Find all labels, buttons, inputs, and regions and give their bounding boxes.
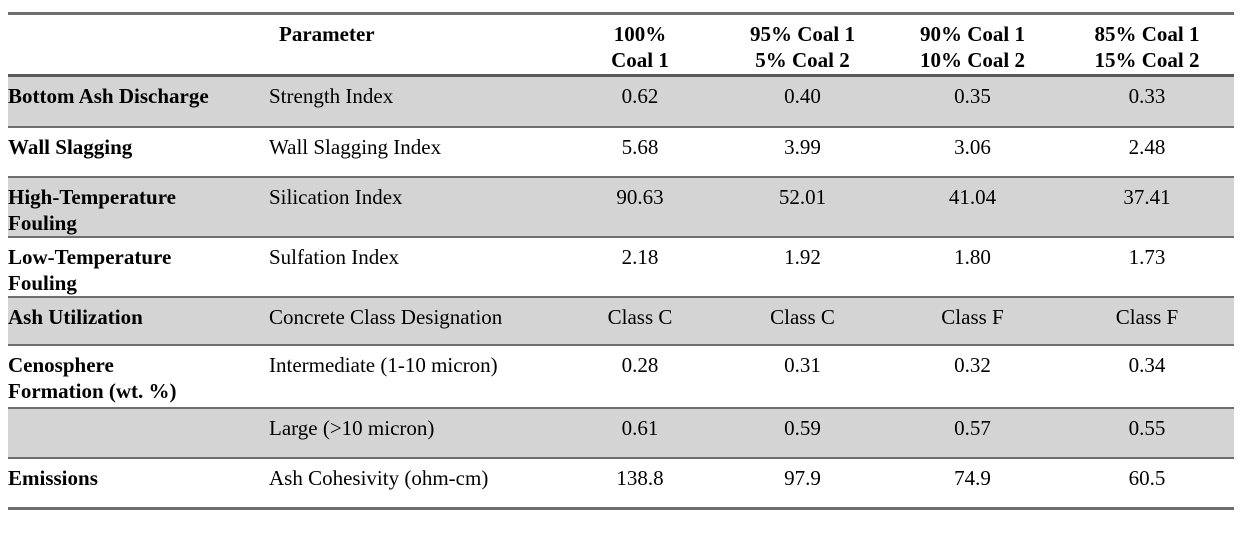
parameter-cell: Concrete Class Designation [269,304,503,329]
value-cell: 0.31 [784,352,821,377]
parameter-cell: Silication Index [269,184,403,209]
parameter-cell: Strength Index [269,84,394,108]
header-row: Parameter 100% Coal 1 95% Coal 1 5% Coal… [8,13,1234,76]
parameter-column-header: Parameter [279,22,375,46]
value-cell: Class C [607,304,673,329]
value-cell: Class F [941,304,1004,329]
value-cell: 3.99 [784,134,821,159]
value-cell: 0.34 [1128,352,1166,377]
coal-blend-parameter-table: Parameter 100% Coal 1 95% Coal 1 5% Coal… [8,12,1234,510]
blend-column-header-95-5: 95% Coal 1 5% Coal 2 [750,22,855,72]
value-cell: 3.06 [954,134,991,159]
value-cell: 0.35 [954,84,991,108]
value-cell: 0.55 [1128,415,1166,440]
value-cell: 0.57 [954,415,991,440]
table-row-cenosphere-intermediate: Cenosphere Formation (wt. %) Intermediat… [8,345,1234,408]
value-cell: 0.61 [621,415,659,440]
value-cell: 138.8 [616,465,664,490]
value-cell: Class C [770,304,835,329]
table-row-cenosphere-large: Large (>10 micron) 0.61 0.59 0.57 0.55 [8,407,1234,458]
category-cell: Ash Utilization [8,304,143,329]
table-row-wall-slagging: Wall Slagging Wall Slagging Index 5.68 3… [8,127,1234,177]
blend-column-header-90-10: 90% Coal 1 10% Coal 2 [920,22,1025,72]
value-cell: 2.18 [621,244,659,269]
value-cell: 0.40 [784,84,821,108]
category-cell: Cenosphere Formation (wt. %) [8,352,177,403]
value-cell: 1.73 [1128,244,1166,269]
value-cell: 5.68 [621,134,659,159]
value-cell: 0.28 [621,352,659,377]
value-cell: 74.9 [954,465,991,490]
parameter-cell: Intermediate (1-10 micron) [269,352,498,377]
category-cell [8,408,265,458]
category-cell: High-Temperature Fouling [8,184,176,235]
value-cell: 1.80 [954,244,991,269]
value-cell: 90.63 [616,184,664,209]
table-row-bottom-ash-discharge: Bottom Ash Discharge Strength Index 0.62… [8,75,1234,127]
value-cell: 0.32 [954,352,991,377]
parameter-cell: Wall Slagging Index [269,134,442,159]
table-row-ash-utilization: Ash Utilization Concrete Class Designati… [8,296,1234,345]
parameter-cell: Sulfation Index [269,244,400,269]
value-cell: 41.04 [948,184,997,209]
value-cell: 60.5 [1128,465,1166,490]
value-cell: 52.01 [778,184,827,209]
blend-column-header-100: 100% Coal 1 [611,22,669,72]
table-row-high-temperature-fouling: High-Temperature Fouling Silication Inde… [8,176,1234,237]
category-cell: Bottom Ash Discharge [8,84,209,108]
category-column-header [8,14,265,76]
value-cell: 0.59 [784,415,821,440]
value-cell: 97.9 [784,465,821,490]
value-cell: 37.41 [1123,184,1171,209]
value-cell: Class F [1115,304,1179,329]
value-cell: 0.62 [621,84,659,108]
table-row-emissions: Emissions Ash Cohesivity (ohm-cm) 138.8 … [8,458,1234,509]
blend-column-header-85-15: 85% Coal 1 15% Coal 2 [1094,22,1200,72]
parameter-cell: Large (>10 micron) [269,415,435,440]
parameter-cell: Ash Cohesivity (ohm-cm) [269,465,489,490]
category-cell: Low-Temperature Fouling [8,244,172,295]
value-cell: 1.92 [784,244,821,269]
value-cell: 2.48 [1128,134,1166,159]
value-cell: 0.33 [1128,84,1166,108]
category-cell: Wall Slagging [8,134,133,159]
table-row-low-temperature-fouling: Low-Temperature Fouling Sulfation Index … [8,237,1234,297]
category-cell: Emissions [8,465,98,490]
